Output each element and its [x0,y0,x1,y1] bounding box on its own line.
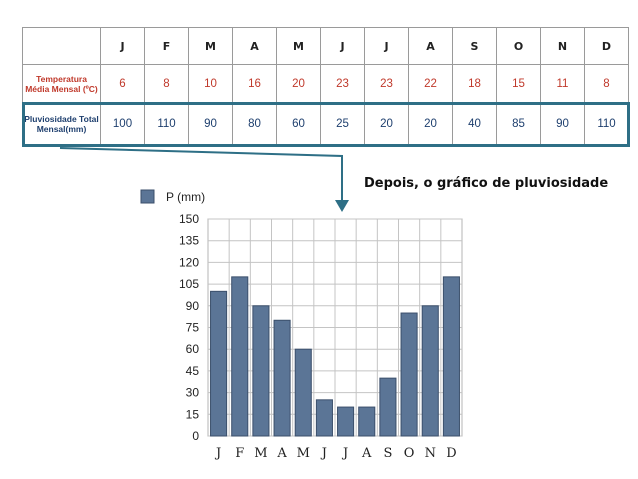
temperature-cell: 22 [408,64,453,103]
temperature-cell: 10 [188,64,233,103]
bar-A-7 [358,406,376,437]
x-tick-label: A [276,446,287,461]
month-header: D [584,27,629,65]
x-tick-label: M [297,446,310,461]
x-tick-label: D [446,446,456,461]
month-header: A [232,27,277,65]
y-tick-label: 0 [192,429,199,443]
bar-D-11 [442,276,460,437]
rainfall-cell: 90 [188,102,233,146]
x-tick-label: A [361,446,372,461]
y-tick-label: 75 [186,321,200,335]
rainfall-row: Pluviosidade Total Mensal(mm) 100 110 90… [21,101,630,147]
legend-swatch [140,189,155,204]
temperature-cell: 6 [100,64,145,103]
y-tick-label: 90 [186,299,200,313]
rainfall-cell: 25 [320,102,365,146]
rainfall-cell: 20 [364,102,409,146]
x-tick-label: F [235,446,244,461]
bar-N-10 [421,305,439,437]
temperature-cell: 8 [584,64,629,103]
y-tick-label: 120 [179,255,199,269]
connector-line [59,147,343,200]
x-tick-label: O [404,446,415,461]
bar-S-8 [379,377,397,437]
bar-M-4 [294,348,312,437]
month-header: J [320,27,365,65]
rainfall-cell: 20 [408,102,453,146]
x-tick-label: J [214,446,221,461]
temperature-cell: 23 [364,64,409,103]
y-tick-label: 150 [179,212,199,226]
temperature-cell: 8 [144,64,189,103]
x-tick-label: N [425,446,436,461]
chart-caption: Depois, o gráfico de pluviosidade [364,176,609,191]
x-tick-label: S [383,446,392,461]
month-header: F [144,27,189,65]
y-tick-label: 30 [186,386,200,400]
month-header: J [364,27,409,65]
month-header: M [276,27,321,65]
legend-label: P (mm) [166,190,205,204]
temperature-cell: 16 [232,64,277,103]
y-tick-label: 60 [186,342,200,356]
y-tick-label: 135 [179,234,199,248]
bar-J-5 [315,399,333,437]
climate-table: J F M A M J J A S O N D Temperatura Médi… [21,27,630,147]
bar-F-1 [231,276,249,437]
bar-J-0 [210,290,228,437]
y-tick-label: 45 [186,364,200,378]
rainfall-cell: 80 [232,102,277,146]
y-tick-label: 15 [186,407,200,421]
y-tick-label: 105 [179,277,199,291]
bar-A-3 [273,319,291,437]
month-header-row: J F M A M J J A S O N D [22,27,629,65]
month-header: M [188,27,233,65]
connector-arrowhead [335,200,349,212]
month-header: N [540,27,585,65]
x-tick-label: J [320,446,327,461]
temperature-row: Temperatura Média Mensal (ºC) 6 8 10 16 … [22,64,629,103]
x-tick-label: J [341,446,348,461]
bar-J-6 [337,406,355,437]
month-header: S [452,27,497,65]
rainfall-cell: 110 [584,102,629,146]
rainfall-cell: 100 [100,102,145,146]
x-tick-label: M [254,446,267,461]
bar-M-2 [252,305,270,437]
bar-O-9 [400,312,418,437]
temperature-cell: 18 [452,64,497,103]
